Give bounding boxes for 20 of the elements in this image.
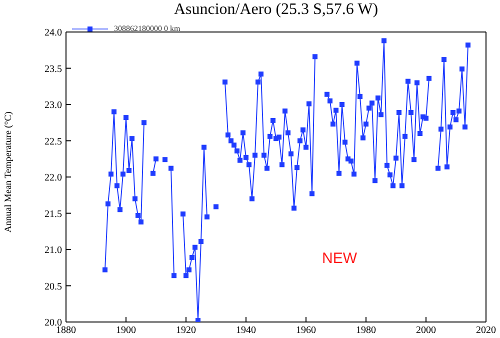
y-tick-label: 22.5: [44, 136, 62, 148]
y-tick-label: 23.0: [44, 100, 62, 112]
y-tick-label: 23.5: [44, 64, 62, 75]
y-tick-label: 24.0: [44, 28, 62, 39]
x-tick-label: 1920: [176, 325, 196, 336]
y-tick-label: 21.5: [44, 208, 62, 220]
y-tick-label: 21.0: [44, 245, 62, 256]
x-tick-label: 1960: [296, 325, 316, 336]
x-tick-label: 1940: [236, 325, 256, 336]
x-tick-label: 2000: [416, 325, 436, 336]
annotation: NEW: [322, 250, 357, 267]
y-axis-title: Annual Mean Temperature (°C): [4, 112, 14, 232]
x-tick-label: 2020: [476, 325, 496, 336]
legend-label: 308862180000 0 km: [114, 24, 180, 33]
x-tick-label: 1980: [356, 325, 376, 336]
x-tick-label: 1900: [116, 325, 136, 336]
x-tick-label: 1880: [56, 325, 76, 336]
chart-title: Asuncion/Aero (25.3 S,57.6 W): [172, 1, 380, 19]
y-tick-label: 20.5: [44, 281, 62, 292]
y-tick-label: 22.0: [44, 172, 62, 184]
